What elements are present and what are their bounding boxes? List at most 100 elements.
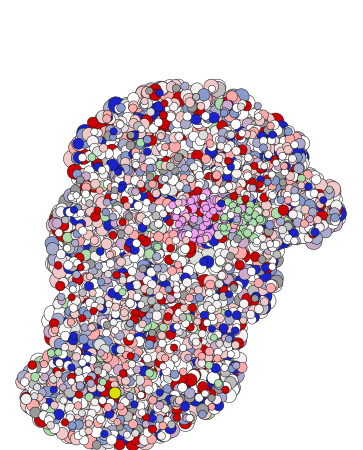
Circle shape <box>65 374 77 386</box>
Circle shape <box>220 109 228 117</box>
Circle shape <box>229 207 237 216</box>
Circle shape <box>244 214 258 229</box>
Circle shape <box>24 390 41 407</box>
Circle shape <box>112 127 123 139</box>
Circle shape <box>159 352 171 365</box>
Circle shape <box>251 162 258 170</box>
Circle shape <box>197 285 215 303</box>
Circle shape <box>220 97 235 112</box>
Circle shape <box>218 333 233 348</box>
Circle shape <box>179 204 189 213</box>
Circle shape <box>237 179 246 189</box>
Circle shape <box>253 155 267 169</box>
Circle shape <box>169 259 184 274</box>
Circle shape <box>203 156 212 166</box>
Circle shape <box>179 401 189 411</box>
Circle shape <box>238 100 246 108</box>
Circle shape <box>76 298 89 310</box>
Circle shape <box>234 216 241 223</box>
Circle shape <box>254 137 265 148</box>
Circle shape <box>194 184 207 198</box>
Circle shape <box>98 195 115 212</box>
Circle shape <box>90 236 98 244</box>
Circle shape <box>165 395 176 405</box>
Circle shape <box>109 174 124 189</box>
Circle shape <box>246 194 254 202</box>
Circle shape <box>129 315 141 328</box>
Circle shape <box>171 220 179 229</box>
Circle shape <box>74 286 90 303</box>
Circle shape <box>137 260 150 273</box>
Circle shape <box>167 159 181 174</box>
Circle shape <box>43 418 60 436</box>
Circle shape <box>213 297 227 310</box>
Circle shape <box>277 230 294 248</box>
Circle shape <box>195 225 211 240</box>
Circle shape <box>119 356 134 371</box>
Circle shape <box>238 204 248 214</box>
Circle shape <box>269 183 286 199</box>
Circle shape <box>131 321 147 338</box>
Circle shape <box>279 154 292 167</box>
Circle shape <box>69 355 86 372</box>
Circle shape <box>139 320 151 331</box>
Circle shape <box>134 201 143 210</box>
Circle shape <box>263 179 271 186</box>
Circle shape <box>203 111 214 122</box>
Circle shape <box>262 210 270 217</box>
Circle shape <box>238 130 245 137</box>
Circle shape <box>86 356 99 369</box>
Circle shape <box>68 241 84 257</box>
Circle shape <box>146 393 163 410</box>
Circle shape <box>297 222 309 234</box>
Circle shape <box>278 189 289 200</box>
Circle shape <box>284 127 292 136</box>
Circle shape <box>218 217 228 228</box>
Circle shape <box>71 374 83 387</box>
Circle shape <box>85 428 92 435</box>
Circle shape <box>254 103 261 109</box>
Circle shape <box>228 199 245 216</box>
Circle shape <box>155 409 172 426</box>
Circle shape <box>139 382 150 393</box>
Circle shape <box>254 183 266 195</box>
Circle shape <box>79 253 94 268</box>
Circle shape <box>157 432 166 440</box>
Circle shape <box>237 225 250 237</box>
Circle shape <box>88 302 97 311</box>
Circle shape <box>202 390 210 397</box>
Circle shape <box>170 398 179 406</box>
Circle shape <box>103 329 110 337</box>
Circle shape <box>249 127 259 136</box>
Circle shape <box>114 195 129 210</box>
Circle shape <box>81 305 95 319</box>
Circle shape <box>201 232 213 243</box>
Circle shape <box>282 230 293 241</box>
Circle shape <box>123 414 136 427</box>
Circle shape <box>230 194 241 205</box>
Circle shape <box>215 158 228 170</box>
Circle shape <box>191 364 208 382</box>
Circle shape <box>285 152 302 169</box>
Circle shape <box>115 212 127 225</box>
Circle shape <box>181 213 190 223</box>
Circle shape <box>94 367 110 383</box>
Circle shape <box>199 179 208 188</box>
Circle shape <box>162 354 169 362</box>
Circle shape <box>152 126 169 143</box>
Circle shape <box>179 296 195 312</box>
Circle shape <box>259 241 271 253</box>
Circle shape <box>74 420 83 429</box>
Circle shape <box>161 131 173 144</box>
Circle shape <box>211 161 225 175</box>
Circle shape <box>80 181 91 193</box>
Circle shape <box>126 392 138 404</box>
Circle shape <box>223 93 238 108</box>
Circle shape <box>147 231 164 248</box>
Circle shape <box>164 98 172 106</box>
Circle shape <box>137 292 150 305</box>
Circle shape <box>70 357 83 371</box>
Circle shape <box>102 332 117 346</box>
Circle shape <box>234 220 248 234</box>
Circle shape <box>253 145 269 162</box>
